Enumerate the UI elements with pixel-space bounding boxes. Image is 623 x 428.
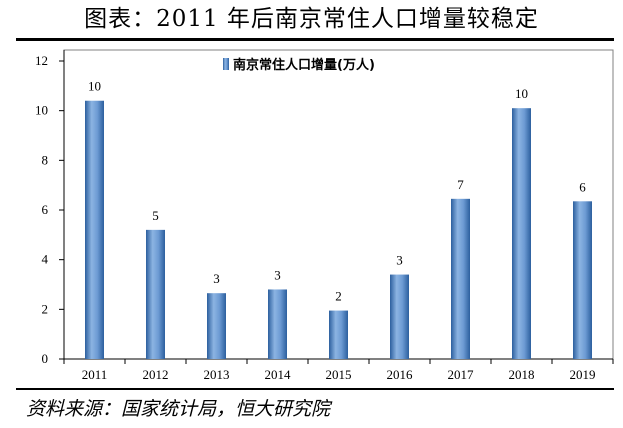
data-label: 10 [88, 79, 101, 94]
bar [451, 198, 470, 359]
legend-label: 南京常住人口增量(万人) [233, 57, 375, 73]
x-tick-label: 2017 [448, 367, 475, 382]
x-tick-label: 2019 [570, 367, 596, 382]
source-note: 资料来源：国家统计局，恒大研究院 [26, 398, 331, 420]
data-label: 5 [152, 208, 159, 223]
x-tick-label: 2011 [82, 367, 108, 382]
data-label: 3 [274, 267, 281, 282]
chart-title: 图表：2011 年后南京常住人口增量较稳定 [84, 6, 539, 32]
bar [146, 229, 165, 359]
x-tick-label: 2018 [509, 367, 535, 382]
x-tick-label: 2012 [143, 367, 169, 382]
y-tick-label: 8 [42, 152, 49, 167]
title-rule [16, 38, 614, 41]
x-tick-label: 2016 [387, 367, 414, 382]
bar [268, 289, 287, 359]
y-tick-label: 12 [35, 53, 48, 68]
bar-chart: 0 2 4 6 8 10 12 2011 2012 2013 2014 2015 2016 2017 201… [35, 49, 614, 382]
y-tick-label: 10 [35, 103, 48, 118]
data-label: 2 [335, 289, 342, 304]
data-label: 3 [213, 271, 220, 286]
data-label: 3 [396, 253, 403, 268]
x-tick-label: 2015 [326, 367, 352, 382]
x-tick-label: 2014 [265, 367, 292, 382]
data-label: 10 [515, 86, 528, 101]
footer-rule [16, 388, 614, 390]
bar [207, 293, 226, 359]
bar [512, 108, 531, 359]
bar [329, 310, 348, 359]
data-label: 6 [579, 179, 586, 194]
legend-swatch [223, 58, 229, 70]
bar [85, 100, 104, 359]
x-tick-label: 2013 [204, 367, 230, 382]
y-tick-label: 4 [42, 252, 49, 267]
bar [573, 201, 592, 359]
data-label: 7 [457, 177, 464, 192]
y-tick-label: 0 [42, 351, 49, 366]
bar [390, 274, 409, 359]
y-tick-label: 6 [42, 202, 49, 217]
y-tick-label: 2 [42, 301, 49, 316]
